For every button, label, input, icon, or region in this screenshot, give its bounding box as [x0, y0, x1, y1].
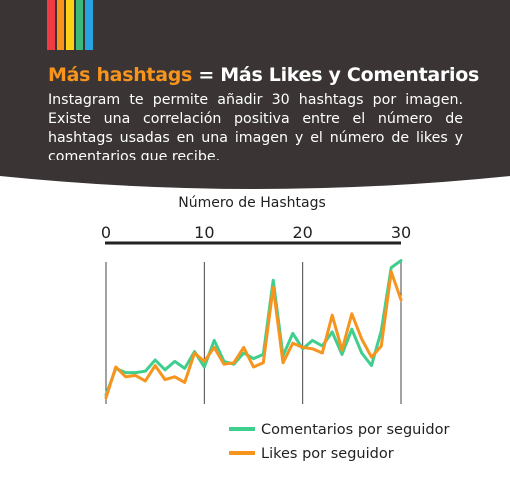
- x-tick-label: 0: [101, 223, 111, 242]
- stripe-green: [75, 0, 84, 50]
- series-line-comments: [104, 259, 403, 397]
- x-ticks: 0 10 20 30: [101, 223, 411, 242]
- page-title: Más hashtags = Más Likes y Comentarios: [48, 64, 508, 86]
- series-lines: [104, 259, 403, 400]
- description-text: Instagram te permite añadir 30 hashtags …: [48, 92, 463, 165]
- legend-label-likes: Likes por seguidor: [261, 446, 394, 462]
- header-curve: [0, 160, 510, 189]
- x-tick-label: 30: [391, 223, 411, 242]
- rainbow-stripes: [47, 0, 95, 50]
- stripe-red: [47, 0, 55, 50]
- stripe-blue: [85, 0, 93, 50]
- stripe-yellow: [66, 0, 74, 50]
- x-tick-label: 10: [194, 223, 214, 242]
- title-rest: = Más Likes y Comentarios: [192, 64, 479, 86]
- stripe-orange: [56, 0, 65, 50]
- legend: Comentarios por seguidor Likes por segui…: [229, 422, 449, 462]
- legend-label-comments: Comentarios por seguidor: [261, 422, 449, 438]
- x-axis-title: Número de Hashtags: [178, 195, 326, 211]
- title-accent: Más hashtags: [48, 64, 193, 86]
- gridlines: [105, 262, 402, 404]
- series-line-likes: [104, 270, 403, 400]
- header-panel: Más hashtags = Más Likes y Comentarios I…: [0, 0, 510, 176]
- x-tick-label: 20: [292, 223, 312, 242]
